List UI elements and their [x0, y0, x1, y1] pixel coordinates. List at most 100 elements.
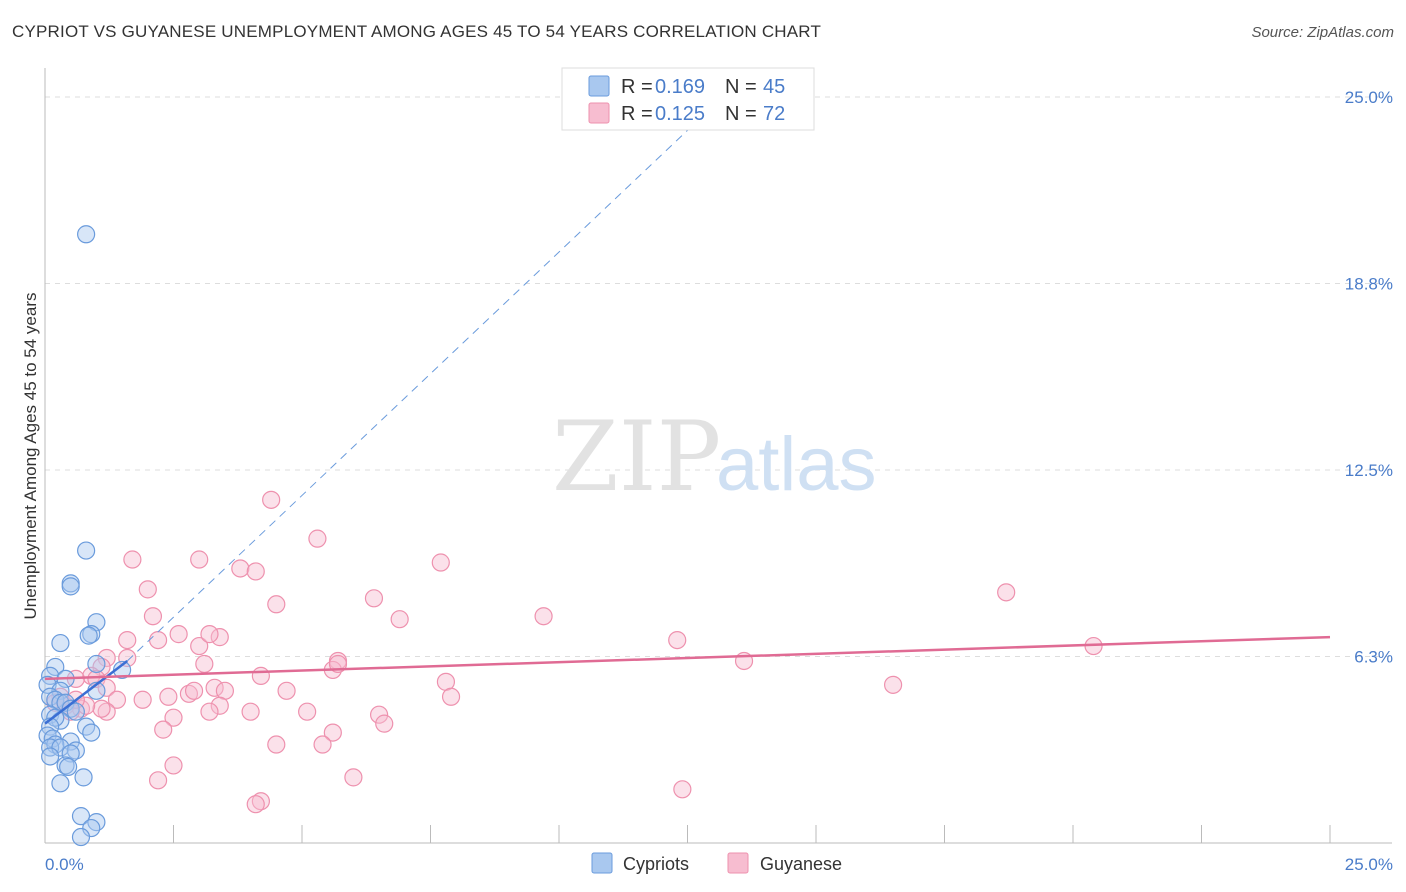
legend-n-label-cypriots: N = [725, 76, 757, 98]
cypriots-point-20 [61, 699, 80, 718]
guyanese-point-25 [92, 657, 111, 677]
guyanese-point-14 [148, 630, 168, 650]
cypriots-point-21 [66, 702, 85, 721]
guyanese-point-55 [323, 723, 342, 742]
cypriots-point-6 [79, 626, 98, 645]
guyanese-point-16 [169, 625, 188, 644]
guyanese-point-50 [370, 705, 389, 724]
guyanese-point-52 [97, 702, 116, 721]
guyanese-point-46 [210, 696, 229, 715]
y-tick-label-1: 12.5% [1345, 461, 1393, 480]
guyanese-point-1 [308, 529, 327, 548]
cypriots-trend-dashed [126, 105, 714, 662]
guyanese-point-38 [179, 684, 199, 703]
watermark-zip: ZIP [552, 401, 721, 513]
guyanese-point-3 [190, 550, 209, 569]
guyanese-point-22 [118, 648, 137, 668]
legend-swatch-cypriots [588, 75, 610, 97]
legend-r-value-guyanese: 0.125 [655, 103, 705, 125]
guyanese-point-49 [298, 702, 317, 721]
cypriots-trend-line [44, 659, 128, 725]
guyanese-point-48 [241, 702, 260, 721]
trend-lines [44, 105, 1331, 725]
guyanese-point-13 [534, 607, 553, 626]
y-axis-label: Unemployment Among Ages 45 to 54 years [21, 293, 40, 620]
guyanese-point-36 [97, 678, 116, 697]
cypriots-point-40 [51, 774, 70, 793]
guyanese-point-8 [364, 589, 384, 608]
cypriots-point-34 [66, 741, 85, 760]
guyanese-point-4 [431, 553, 450, 572]
guyanese-point-0 [262, 490, 281, 509]
legend-n-value-guyanese: 72 [763, 103, 785, 125]
guyanese-point-37 [277, 681, 296, 700]
chart-title: CYPRIOT VS GUYANESE UNEMPLOYMENT AMONG A… [12, 22, 822, 41]
top-legend: R = 0.169 N = 45 R = 0.125 N = 72 [561, 67, 815, 131]
guyanese-point-70 [200, 625, 219, 644]
guyanese-point-68 [184, 681, 204, 700]
y-tick-label-2: 18.8% [1345, 275, 1393, 294]
guyanese-point-17 [210, 628, 229, 647]
legend-r-value-cypriots: 0.169 [655, 76, 705, 98]
bottom-legend-label-cypriots: Cypriots [623, 854, 689, 874]
guyanese-point-21 [97, 648, 116, 668]
guyanese-point-34 [205, 678, 224, 697]
cypriots-point-3 [61, 577, 80, 596]
guyanese-point-39 [159, 687, 178, 706]
cypriots-point-39 [74, 768, 93, 787]
guyanese-point-42 [107, 690, 127, 709]
cypriots-point-10 [46, 657, 65, 677]
guyanese-point-41 [133, 690, 152, 709]
cypriots-point-36 [41, 747, 60, 766]
cypriots-point-0 [77, 225, 96, 244]
x-tick-label-1: 25.0% [1345, 855, 1393, 874]
guyanese-point-26 [195, 654, 214, 674]
guyanese-point-51 [164, 708, 183, 727]
guyanese-point-57 [313, 735, 332, 754]
guyanese-point-40 [441, 687, 461, 706]
source-label: Source: ZipAtlas.com [1251, 24, 1394, 41]
guyanese-point-10 [267, 595, 286, 614]
guyanese-trend-line [44, 635, 1331, 681]
guyanese-point-61 [673, 780, 692, 799]
cypriots-point-1 [77, 541, 96, 560]
cypriots-point-31 [46, 735, 65, 754]
cypriots-point-16 [41, 687, 60, 706]
x-tick-label-0: 0.0% [45, 855, 84, 874]
guyanese-point-44 [71, 699, 91, 718]
watermark-atlas: atlas [716, 422, 877, 507]
cypriots-point-33 [51, 738, 70, 757]
legend-r-label-cypriots: R = [621, 76, 653, 98]
guyanese-point-53 [375, 714, 394, 733]
guyanese-point-33 [883, 675, 903, 694]
guyanese-points [46, 490, 1103, 814]
guyanese-point-2 [123, 550, 142, 569]
guyanese-point-9 [997, 583, 1016, 602]
guyanese-point-54 [154, 720, 173, 739]
cypriots-point-41 [71, 807, 91, 826]
cypriots-point-27 [82, 723, 101, 742]
bottom-legend: Cypriots Guyanese [591, 852, 842, 874]
tick-labels: 6.3% 12.5% 18.8% 25.0% 0.0% 25.0% [45, 88, 1393, 874]
guyanese-point-11 [143, 607, 163, 626]
legend-r-label-guyanese: R = [621, 103, 653, 125]
axes [44, 68, 1392, 844]
guyanese-point-28 [251, 666, 270, 685]
legend-n-label-guyanese: N = [725, 103, 757, 125]
guyanese-point-60 [344, 768, 363, 787]
guyanese-point-12 [390, 610, 409, 629]
cypriots-point-26 [77, 717, 96, 736]
guyanese-point-43 [51, 687, 70, 706]
legend-swatch-guyanese [588, 102, 610, 124]
cypriots-point-4 [87, 613, 106, 632]
guyanese-point-58 [164, 756, 183, 775]
guyanese-point-15 [118, 630, 137, 650]
guyanese-point-19 [190, 636, 209, 656]
cypriots-point-44 [71, 827, 91, 847]
cypriots-point-43 [82, 818, 101, 838]
guyanese-point-62 [251, 792, 270, 811]
cypriots-point-38 [59, 757, 78, 777]
guyanese-point-18 [668, 630, 687, 650]
legend-n-value-cypriots: 45 [763, 76, 785, 98]
